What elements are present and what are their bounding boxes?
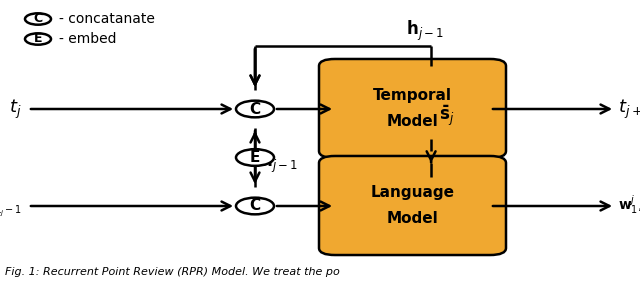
Text: $\mathbf{w}_1^j,\!\ldots\!,\mathbf{w}_{L_j}^j$: $\mathbf{w}_1^j,\!\ldots\!,\mathbf{w}_{L…: [618, 193, 640, 219]
Text: Model: Model: [387, 114, 438, 129]
Circle shape: [25, 13, 51, 25]
Circle shape: [25, 33, 51, 45]
Text: $\mathbf{\bar{s}}_j$: $\mathbf{\bar{s}}_j$: [439, 104, 454, 128]
Text: $t_{j+1}$: $t_{j+1}$: [618, 98, 640, 121]
Text: - embed: - embed: [59, 32, 116, 46]
Text: Fig. 1: Recurrent Point Review (RPR) Model. We treat the po: Fig. 1: Recurrent Point Review (RPR) Mod…: [5, 267, 340, 277]
Text: Model: Model: [387, 211, 438, 226]
Text: C: C: [250, 198, 260, 214]
FancyBboxPatch shape: [319, 59, 506, 158]
Text: $\mathbf{w}_0^j,\!\ldots\!,\mathbf{w}_{L_j-1}^j$: $\mathbf{w}_0^j,\!\ldots\!,\mathbf{w}_{L…: [0, 193, 22, 219]
Circle shape: [236, 101, 274, 117]
Circle shape: [236, 149, 274, 166]
Text: $\mathbf{h}_{j-1}$: $\mathbf{h}_{j-1}$: [406, 19, 444, 43]
Text: $\mathbf{h}_{j-1}$: $\mathbf{h}_{j-1}$: [260, 151, 298, 175]
FancyBboxPatch shape: [319, 156, 506, 255]
Circle shape: [236, 198, 274, 214]
Text: - concatanate: - concatanate: [59, 12, 155, 26]
Text: E: E: [34, 33, 42, 46]
Text: $t_j$: $t_j$: [10, 98, 22, 121]
Text: Temporal: Temporal: [373, 88, 452, 103]
Text: C: C: [250, 101, 260, 117]
Text: E: E: [250, 150, 260, 165]
Text: C: C: [33, 12, 43, 26]
Text: Language: Language: [371, 185, 454, 200]
